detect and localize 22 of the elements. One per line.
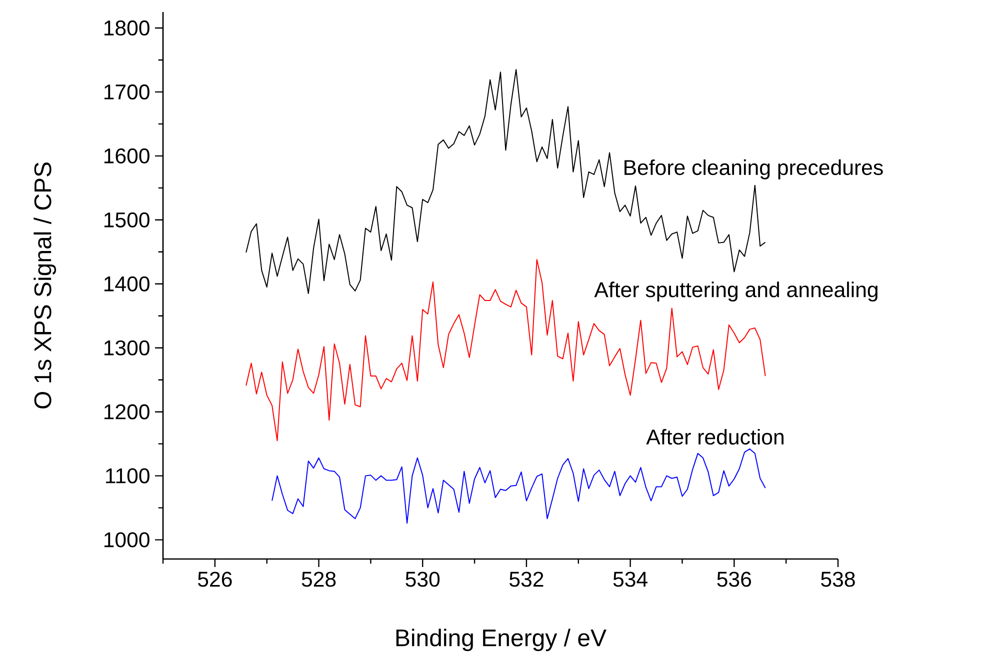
y-tick-label: 1500 (104, 212, 150, 228)
x-tick-label: 538 (821, 572, 855, 587)
x-tick-label: 528 (302, 572, 336, 587)
x-tick-label: 530 (406, 572, 440, 587)
y-tick-label: 1800 (104, 20, 150, 36)
y-tick-label: 1400 (104, 276, 150, 292)
series-label: After reduction (646, 428, 784, 445)
x-tick-label: 534 (613, 572, 648, 587)
y-axis-title: O 1s XPS Signal / CPS (34, 162, 56, 408)
y-tick-label: 1600 (104, 148, 150, 164)
y-tick-label: 1100 (106, 468, 150, 484)
x-axis-title: Binding Energy / eV (396, 628, 606, 652)
y-tick-label: 1300 (104, 340, 150, 356)
y-tick-label: 1000 (104, 532, 150, 548)
series-label: After sputtering and annealing (594, 282, 878, 302)
x-tick-label: 526 (198, 572, 232, 587)
x-tick-label: 536 (717, 572, 751, 587)
line-series (272, 448, 766, 524)
y-tick-label: 1700 (104, 84, 150, 100)
series-label: Before cleaning precedures (624, 159, 883, 180)
y-tick-label: 1200 (104, 404, 150, 420)
x-tick-label: 532 (510, 572, 544, 587)
